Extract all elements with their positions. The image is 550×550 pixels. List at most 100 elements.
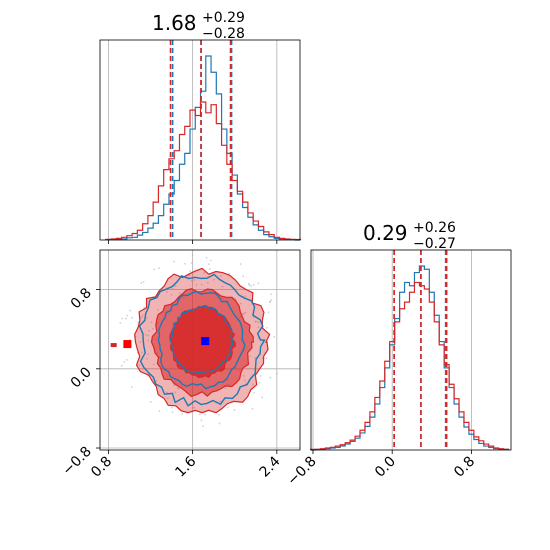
joint-contour-1-level-0: [138, 273, 266, 407]
joint-outlier-0: [110, 343, 117, 348]
hist-y-xtick-label: 0.8: [451, 454, 478, 481]
joint-sample-point: [212, 278, 215, 281]
joint-sample-point: [250, 285, 253, 287]
joint-sample-point: [195, 284, 198, 286]
joint-sample-point: [193, 406, 196, 409]
joint-sample-point: [145, 317, 148, 319]
joint-sample-point: [121, 317, 124, 320]
joint-sample-point: [176, 386, 179, 389]
joint-sample-point: [242, 375, 245, 377]
joint-sample-point: [184, 262, 187, 265]
joint-sample-point: [167, 397, 169, 400]
joint-sample-point: [275, 372, 278, 375]
joint-sample-point: [244, 295, 247, 298]
joint-sample-point: [149, 401, 152, 403]
joint-sample-point: [218, 422, 221, 425]
joint-sample-point: [143, 306, 146, 309]
joint-sample-point: [156, 308, 159, 311]
joint-contour-1-level-1: [157, 290, 246, 390]
joint-sample-point: [140, 316, 143, 319]
joint-sample-point: [126, 358, 128, 361]
joint-sample-point: [158, 410, 161, 413]
joint-xy-panel: 0.8 1.6 2.4 −0.8 0.0 0.8: [59, 249, 301, 481]
joint-sample-point: [129, 309, 132, 312]
joint-marker-0: [123, 340, 132, 349]
joint-sample-point: [140, 282, 143, 284]
joint-sample-point: [158, 267, 160, 270]
hist-y-series-1-step: [309, 281, 510, 450]
joint-sample-point: [206, 281, 209, 284]
joint-sample-point: [200, 283, 203, 286]
joint-sample-point: [190, 262, 193, 265]
joint-sample-point: [138, 364, 141, 367]
joint-sample-point: [204, 413, 206, 416]
joint-sample-point: [151, 327, 154, 330]
joint-sample-point: [130, 385, 133, 388]
joint-sample-point: [208, 268, 211, 270]
joint-sample-point: [244, 311, 247, 314]
joint-sample-point: [257, 282, 260, 285]
joint-sample-point: [123, 361, 126, 363]
hist-x-title: 1.68 +0.29 −0.28: [152, 10, 245, 42]
joint-sample-point: [270, 299, 273, 302]
joint-sample-point: [267, 311, 270, 314]
joint-sample-point: [148, 329, 151, 332]
joint-sample-point: [248, 284, 251, 286]
joint-sample-point: [254, 356, 256, 359]
joint-sample-point: [251, 407, 254, 410]
hist-x-frame: [99, 39, 301, 241]
joint-sample-point: [252, 283, 255, 286]
joint-sample-point: [249, 355, 251, 357]
joint-sample-point: [141, 314, 144, 317]
joint-sample-point: [199, 413, 201, 416]
joint-sample-point: [119, 322, 122, 324]
joint-sample-point: [153, 363, 155, 366]
joint-sample-point: [203, 272, 205, 274]
joint-sample-point: [141, 351, 143, 354]
joint-sample-point: [147, 334, 149, 337]
joint-frame: [99, 249, 301, 451]
joint-sample-point: [219, 275, 222, 277]
joint-xtick-label: 2.4: [257, 453, 284, 480]
joint-sample-point: [126, 314, 129, 317]
joint-sample-point: [251, 383, 254, 386]
joint-sample-point: [188, 274, 191, 277]
joint-sample-point: [209, 259, 212, 262]
joint-sample-point: [166, 291, 168, 294]
joint-sample-point: [142, 281, 145, 283]
joint-sample-point: [269, 376, 272, 379]
joint-sample-point: [166, 391, 169, 394]
joint-ytick-label: −0.8: [59, 444, 94, 479]
hist-x-series-1-step: [105, 101, 302, 241]
hist-y-panel: −0.8 0.0 0.8: [284, 249, 512, 489]
hist-y-title-median: 0.29: [363, 221, 408, 245]
joint-sample-point: [171, 411, 174, 414]
joint-sample-point: [269, 293, 272, 296]
joint-sample-point: [242, 275, 245, 278]
joint-sample-point: [207, 263, 210, 266]
joint-sample-point: [173, 260, 175, 263]
joint-sample-point: [257, 321, 259, 324]
joint-sample-point: [153, 268, 156, 271]
joint-sample-point: [174, 391, 177, 394]
joint-sample-point: [202, 425, 204, 428]
joint-sample-point: [147, 353, 149, 356]
hist-x-series-0-step: [105, 55, 301, 241]
joint-sample-point: [233, 409, 236, 411]
joint-ytick-label: 0.0: [68, 364, 95, 391]
joint-xtick-label: 1.6: [172, 453, 199, 480]
joint-sample-point: [170, 293, 173, 296]
hist-x-panel: [99, 39, 302, 244]
joint-sample-point: [150, 321, 153, 324]
joint-sample-point: [177, 388, 180, 390]
joint-sample-point: [254, 320, 257, 323]
joint-sample-point: [257, 326, 260, 329]
joint-sample-point: [200, 419, 203, 422]
joint-sample-point: [265, 357, 268, 360]
joint-sample-point: [261, 396, 264, 399]
joint-sample-point: [239, 263, 242, 265]
joint-sample-point: [139, 341, 142, 343]
joint-sample-point: [239, 302, 242, 305]
joint-sample-point: [171, 287, 174, 290]
